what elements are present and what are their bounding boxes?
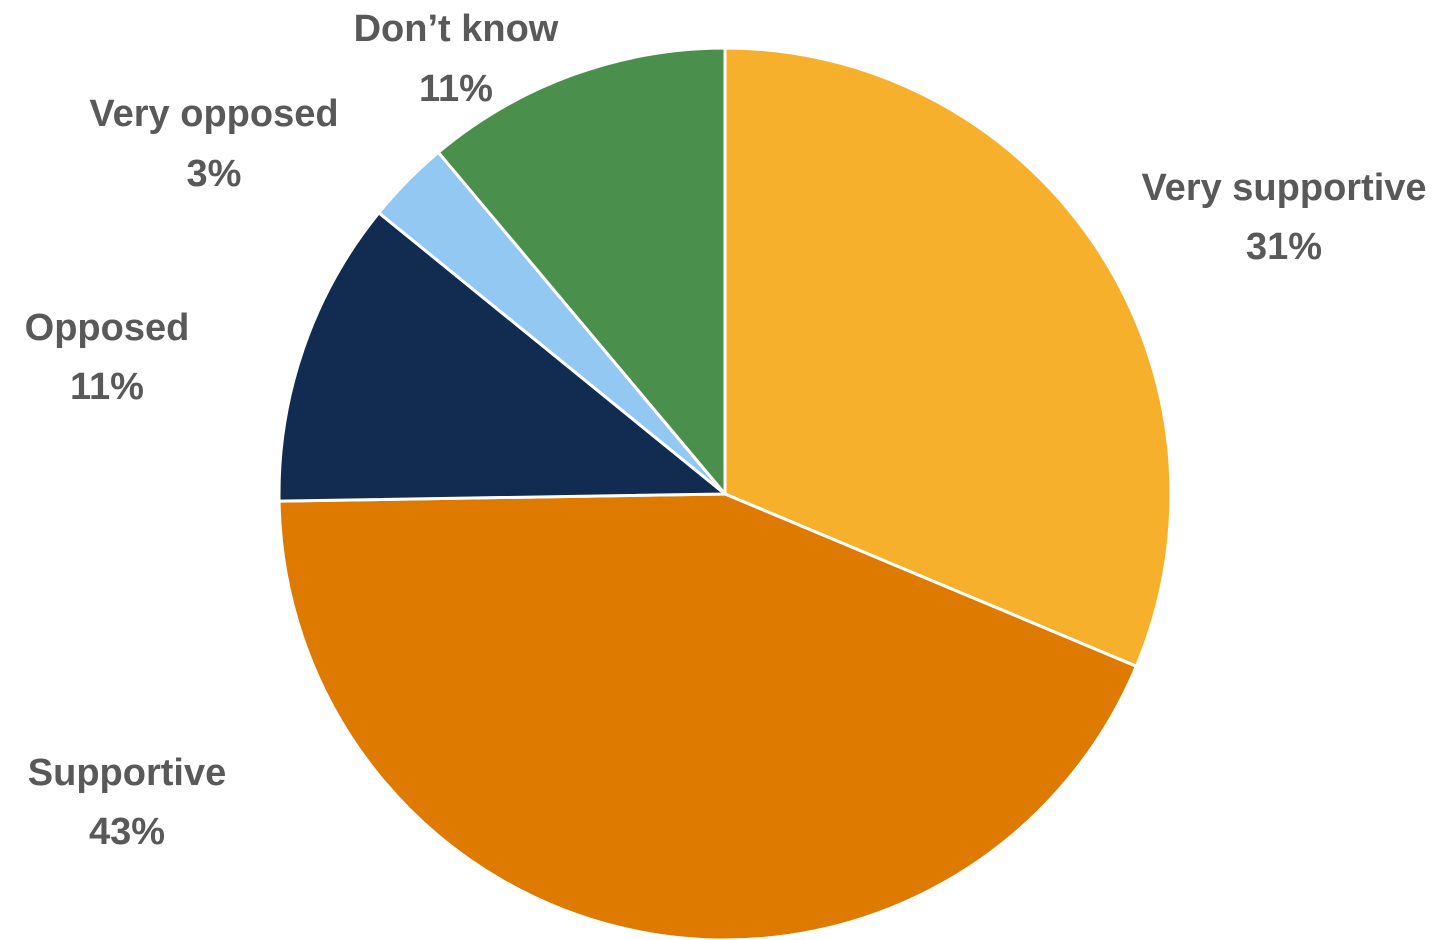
value-very-supportive: 31% [1246, 226, 1322, 268]
value-supportive: 43% [89, 811, 165, 853]
label-dont-know: Don’t know [354, 8, 559, 50]
label-very-supportive: Very supportive [1141, 167, 1426, 209]
pie-slice-supportive [277, 492, 1138, 940]
pie-data-labels: Very supportive 31% Supportive 43% Oppos… [25, 8, 1427, 853]
pie-slice-don-t-know [436, 46, 727, 496]
value-very-opposed: 3% [187, 153, 242, 195]
label-opposed: Opposed [25, 307, 190, 349]
pie-slice-opposed [277, 211, 727, 503]
pie-slices [277, 46, 1173, 940]
pie-slice-very-supportive [723, 46, 1173, 668]
value-opposed: 11% [70, 366, 144, 408]
value-dont-know: 11% [419, 68, 493, 110]
label-very-opposed: Very opposed [89, 93, 338, 135]
label-supportive: Supportive [28, 752, 226, 794]
